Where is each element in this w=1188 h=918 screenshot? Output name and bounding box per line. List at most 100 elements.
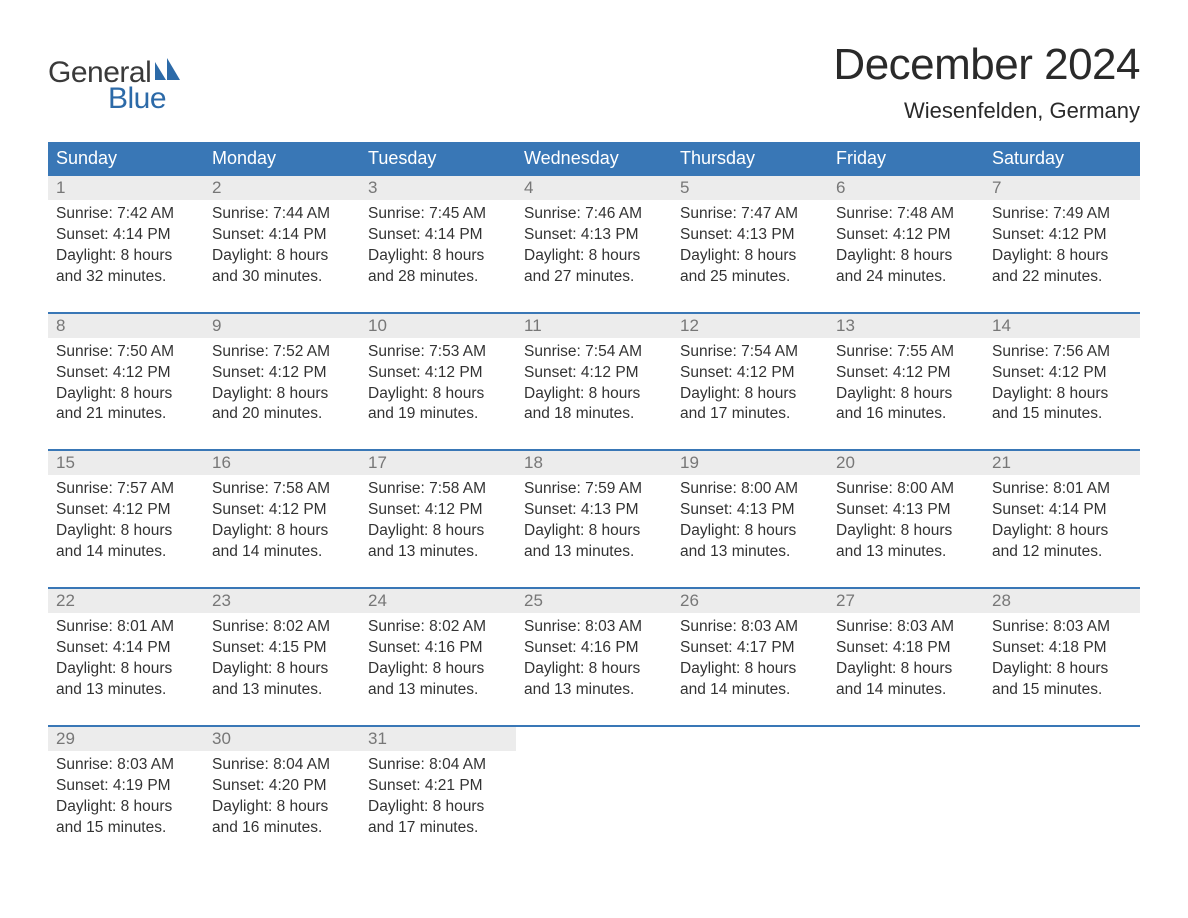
day-data-cell: Sunrise: 7:50 AMSunset: 4:12 PMDaylight:… bbox=[48, 338, 204, 450]
day-number-cell: 11 bbox=[516, 314, 672, 338]
day-sunset-text: Sunset: 4:16 PM bbox=[368, 638, 508, 659]
day-data-cell: Sunrise: 7:54 AMSunset: 4:12 PMDaylight:… bbox=[672, 338, 828, 450]
day-d1-text: Daylight: 8 hours bbox=[56, 659, 196, 680]
day-number-cell: 23 bbox=[204, 589, 360, 613]
day-number-cell: 26 bbox=[672, 589, 828, 613]
day-number-cell: 27 bbox=[828, 589, 984, 613]
day-sunset-text: Sunset: 4:12 PM bbox=[212, 500, 352, 521]
day-number-cell: 10 bbox=[360, 314, 516, 338]
day-sunset-text: Sunset: 4:12 PM bbox=[992, 363, 1132, 384]
day-sunrise-text: Sunrise: 8:04 AM bbox=[368, 755, 508, 776]
day-d1-text: Daylight: 8 hours bbox=[680, 521, 820, 542]
day-data-cell: Sunrise: 7:54 AMSunset: 4:12 PMDaylight:… bbox=[516, 338, 672, 450]
weekday-header: Tuesday bbox=[360, 142, 516, 176]
day-sunset-text: Sunset: 4:14 PM bbox=[368, 225, 508, 246]
day-d2-text: and 13 minutes. bbox=[368, 680, 508, 701]
day-data-cell: Sunrise: 8:01 AMSunset: 4:14 PMDaylight:… bbox=[984, 475, 1140, 587]
day-sunrise-text: Sunrise: 8:00 AM bbox=[836, 479, 976, 500]
day-data-row: Sunrise: 7:42 AMSunset: 4:14 PMDaylight:… bbox=[48, 200, 1140, 312]
day-d1-text: Daylight: 8 hours bbox=[212, 521, 352, 542]
day-sunrise-text: Sunrise: 8:03 AM bbox=[992, 617, 1132, 638]
calendar-header-row: Sunday Monday Tuesday Wednesday Thursday… bbox=[48, 142, 1140, 176]
day-sunrise-text: Sunrise: 7:47 AM bbox=[680, 204, 820, 225]
day-data-row: Sunrise: 8:01 AMSunset: 4:14 PMDaylight:… bbox=[48, 613, 1140, 725]
day-d2-text: and 27 minutes. bbox=[524, 267, 664, 288]
day-sunset-text: Sunset: 4:12 PM bbox=[56, 363, 196, 384]
day-sunset-text: Sunset: 4:13 PM bbox=[680, 500, 820, 521]
day-sunrise-text: Sunrise: 8:02 AM bbox=[368, 617, 508, 638]
day-d2-text: and 13 minutes. bbox=[836, 542, 976, 563]
day-number-cell: 9 bbox=[204, 314, 360, 338]
day-number-cell: 1 bbox=[48, 176, 204, 200]
day-d1-text: Daylight: 8 hours bbox=[992, 384, 1132, 405]
weekday-header: Wednesday bbox=[516, 142, 672, 176]
day-sunrise-text: Sunrise: 7:52 AM bbox=[212, 342, 352, 363]
day-d1-text: Daylight: 8 hours bbox=[56, 246, 196, 267]
day-number-cell: 21 bbox=[984, 451, 1140, 475]
day-sunset-text: Sunset: 4:14 PM bbox=[56, 638, 196, 659]
day-number-cell: 31 bbox=[360, 727, 516, 751]
day-sunrise-text: Sunrise: 7:46 AM bbox=[524, 204, 664, 225]
day-d1-text: Daylight: 8 hours bbox=[992, 246, 1132, 267]
day-data-cell: Sunrise: 7:46 AMSunset: 4:13 PMDaylight:… bbox=[516, 200, 672, 312]
day-sunset-text: Sunset: 4:19 PM bbox=[56, 776, 196, 797]
day-data-row: Sunrise: 8:03 AMSunset: 4:19 PMDaylight:… bbox=[48, 751, 1140, 863]
day-data-row: Sunrise: 7:50 AMSunset: 4:12 PMDaylight:… bbox=[48, 338, 1140, 450]
day-sunset-text: Sunset: 4:12 PM bbox=[56, 500, 196, 521]
day-data-row: Sunrise: 7:57 AMSunset: 4:12 PMDaylight:… bbox=[48, 475, 1140, 587]
day-sunrise-text: Sunrise: 7:56 AM bbox=[992, 342, 1132, 363]
day-data-cell: Sunrise: 7:55 AMSunset: 4:12 PMDaylight:… bbox=[828, 338, 984, 450]
day-number-cell: 16 bbox=[204, 451, 360, 475]
day-sunrise-text: Sunrise: 7:59 AM bbox=[524, 479, 664, 500]
day-data-cell: Sunrise: 7:45 AMSunset: 4:14 PMDaylight:… bbox=[360, 200, 516, 312]
day-data-cell: Sunrise: 7:59 AMSunset: 4:13 PMDaylight:… bbox=[516, 475, 672, 587]
day-data-cell: Sunrise: 8:03 AMSunset: 4:16 PMDaylight:… bbox=[516, 613, 672, 725]
day-sunset-text: Sunset: 4:20 PM bbox=[212, 776, 352, 797]
day-number-row: 293031 bbox=[48, 727, 1140, 751]
day-data-cell: Sunrise: 8:03 AMSunset: 4:18 PMDaylight:… bbox=[984, 613, 1140, 725]
day-number-cell: 3 bbox=[360, 176, 516, 200]
day-d1-text: Daylight: 8 hours bbox=[368, 384, 508, 405]
day-sunset-text: Sunset: 4:12 PM bbox=[836, 363, 976, 384]
day-number-cell: 6 bbox=[828, 176, 984, 200]
day-sunset-text: Sunset: 4:13 PM bbox=[524, 500, 664, 521]
day-d2-text: and 12 minutes. bbox=[992, 542, 1132, 563]
day-sunset-text: Sunset: 4:18 PM bbox=[992, 638, 1132, 659]
day-d2-text: and 13 minutes. bbox=[680, 542, 820, 563]
day-d2-text: and 13 minutes. bbox=[524, 542, 664, 563]
logo: General Blue bbox=[48, 40, 181, 114]
logo-secondary-text: Blue bbox=[108, 84, 166, 114]
day-d1-text: Daylight: 8 hours bbox=[836, 384, 976, 405]
day-data-cell: Sunrise: 8:02 AMSunset: 4:16 PMDaylight:… bbox=[360, 613, 516, 725]
day-number-cell: 13 bbox=[828, 314, 984, 338]
day-d1-text: Daylight: 8 hours bbox=[56, 384, 196, 405]
day-sunrise-text: Sunrise: 8:01 AM bbox=[992, 479, 1132, 500]
day-number-cell: 18 bbox=[516, 451, 672, 475]
calendar-table: Sunday Monday Tuesday Wednesday Thursday… bbox=[48, 142, 1140, 862]
day-number-cell: 8 bbox=[48, 314, 204, 338]
calendar-body: 1234567Sunrise: 7:42 AMSunset: 4:14 PMDa… bbox=[48, 176, 1140, 862]
weekday-header: Friday bbox=[828, 142, 984, 176]
day-d2-text: and 14 minutes. bbox=[56, 542, 196, 563]
day-d1-text: Daylight: 8 hours bbox=[56, 797, 196, 818]
day-sunrise-text: Sunrise: 7:54 AM bbox=[680, 342, 820, 363]
title-block: December 2024 Wiesenfelden, Germany bbox=[833, 40, 1140, 124]
day-sunset-text: Sunset: 4:12 PM bbox=[836, 225, 976, 246]
day-number-cell: 15 bbox=[48, 451, 204, 475]
day-d2-text: and 32 minutes. bbox=[56, 267, 196, 288]
day-d2-text: and 20 minutes. bbox=[212, 404, 352, 425]
day-data-cell: Sunrise: 8:04 AMSunset: 4:21 PMDaylight:… bbox=[360, 751, 516, 863]
day-sunset-text: Sunset: 4:12 PM bbox=[212, 363, 352, 384]
day-d2-text: and 16 minutes. bbox=[212, 818, 352, 839]
day-number-row: 22232425262728 bbox=[48, 589, 1140, 613]
day-number-cell: 29 bbox=[48, 727, 204, 751]
day-data-cell: Sunrise: 8:03 AMSunset: 4:17 PMDaylight:… bbox=[672, 613, 828, 725]
day-number-cell: 14 bbox=[984, 314, 1140, 338]
day-sunrise-text: Sunrise: 7:45 AM bbox=[368, 204, 508, 225]
day-sunset-text: Sunset: 4:12 PM bbox=[368, 500, 508, 521]
day-d1-text: Daylight: 8 hours bbox=[212, 246, 352, 267]
day-sunrise-text: Sunrise: 8:00 AM bbox=[680, 479, 820, 500]
day-d1-text: Daylight: 8 hours bbox=[524, 659, 664, 680]
day-data-cell: Sunrise: 7:52 AMSunset: 4:12 PMDaylight:… bbox=[204, 338, 360, 450]
header: General Blue December 2024 Wiesenfelden,… bbox=[48, 40, 1140, 124]
